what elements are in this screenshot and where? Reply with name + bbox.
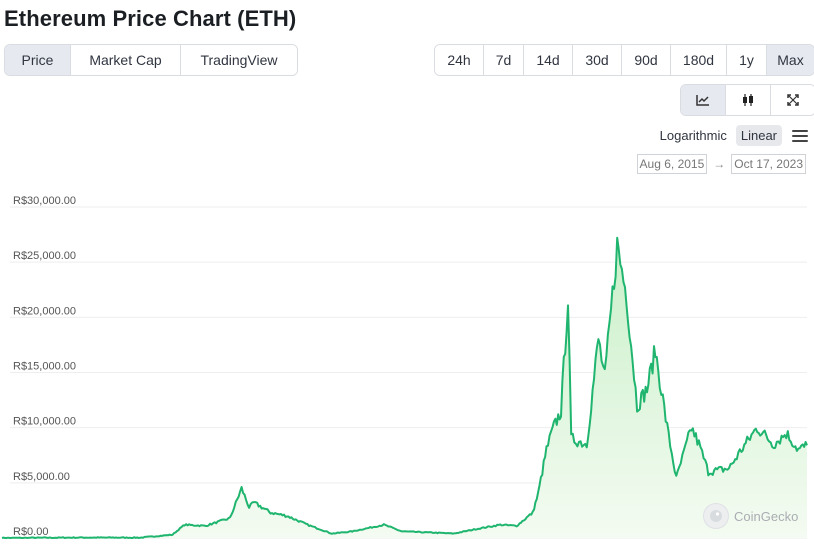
range-7d[interactable]: 7d bbox=[484, 45, 524, 75]
chart-type-tabs: Price Market Cap TradingView bbox=[4, 44, 298, 76]
line-chart-button[interactable] bbox=[681, 85, 726, 115]
range-24h[interactable]: 24h bbox=[435, 45, 484, 75]
menu-icon[interactable] bbox=[792, 129, 808, 142]
y-tick-label: R$5,000.00 bbox=[13, 471, 70, 483]
y-tick-label: R$30,000.00 bbox=[13, 195, 76, 207]
chart-tool-buttons bbox=[680, 84, 814, 116]
tab-tradingview[interactable]: TradingView bbox=[181, 45, 297, 75]
y-tick-label: R$15,000.00 bbox=[13, 361, 76, 373]
tab-price[interactable]: Price bbox=[5, 45, 71, 75]
range-30d[interactable]: 30d bbox=[573, 45, 622, 75]
candlestick-button[interactable] bbox=[726, 85, 771, 115]
y-tick-label: R$0.00 bbox=[13, 526, 48, 538]
tab-market-cap[interactable]: Market Cap bbox=[71, 45, 181, 75]
scale-selector: Logarithmic Linear bbox=[655, 125, 808, 146]
logarithmic-option[interactable]: Logarithmic bbox=[659, 128, 727, 143]
fullscreen-button[interactable] bbox=[771, 85, 814, 115]
date-from-input[interactable]: Aug 6, 2015 bbox=[636, 154, 708, 174]
date-range: Aug 6, 2015 → Oct 17, 2023 bbox=[636, 154, 806, 174]
linear-option[interactable]: Linear bbox=[735, 125, 782, 146]
range-max[interactable]: Max bbox=[767, 45, 814, 75]
candlestick-icon bbox=[743, 94, 753, 106]
line-chart-icon bbox=[696, 95, 709, 106]
range-90d[interactable]: 90d bbox=[622, 45, 671, 75]
date-arrow: → bbox=[713, 157, 726, 171]
price-line bbox=[1, 236, 808, 539]
range-1y[interactable]: 1y bbox=[727, 45, 767, 75]
gecko-icon bbox=[703, 503, 729, 529]
range-14d[interactable]: 14d bbox=[524, 45, 573, 75]
price-area bbox=[2, 237, 807, 538]
range-180d[interactable]: 180d bbox=[671, 45, 727, 75]
time-range-tabs: 24h 7d 14d 30d 90d 180d 1y Max bbox=[434, 44, 814, 76]
fullscreen-icon bbox=[787, 94, 799, 106]
page-title: Ethereum Price Chart (ETH) bbox=[4, 6, 297, 31]
y-tick-label: R$25,000.00 bbox=[13, 250, 76, 262]
coingecko-logo: CoinGecko bbox=[703, 503, 798, 529]
y-tick-label: R$20,000.00 bbox=[13, 305, 76, 317]
date-to-input[interactable]: Oct 17, 2023 bbox=[731, 154, 806, 174]
y-tick-label: R$10,000.00 bbox=[13, 416, 76, 428]
price-chart: R$30,000.00 R$25,000.00 R$20,000.00 R$15,00… bbox=[1, 195, 808, 539]
coingecko-logo-text: CoinGecko bbox=[734, 508, 799, 524]
